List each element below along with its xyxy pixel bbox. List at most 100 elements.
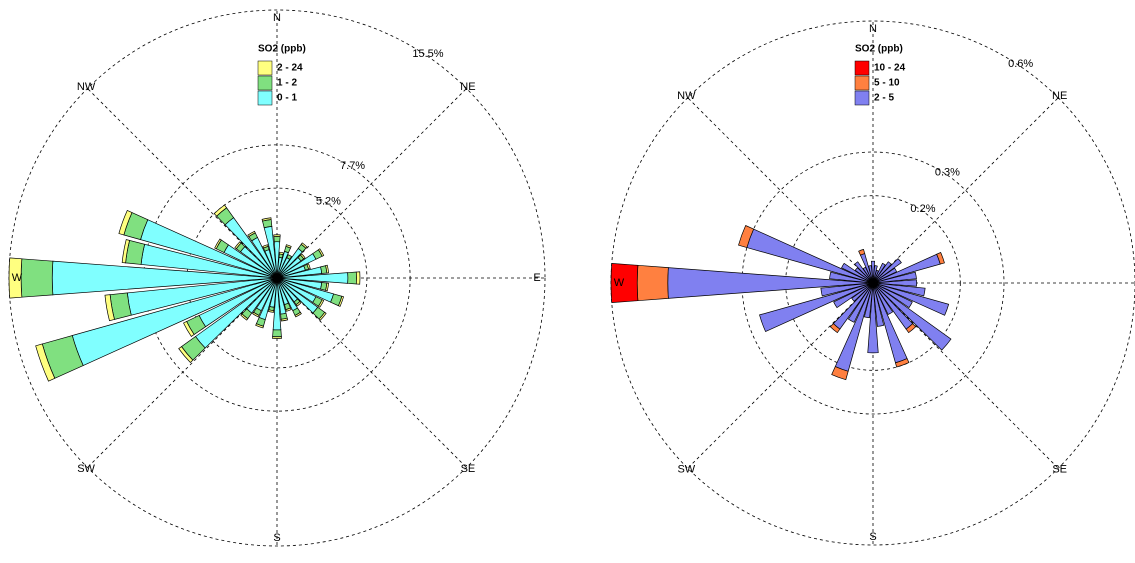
- spoke: [276, 277, 467, 468]
- spoke: [687, 282, 874, 469]
- petal-segment: [872, 258, 902, 284]
- petal-segment: [636, 264, 669, 302]
- petal-segment: [234, 241, 242, 250]
- petal-segment: [738, 225, 755, 248]
- petal-segment: [317, 248, 325, 257]
- petal-segment: [872, 279, 918, 287]
- petal-segment: [829, 323, 841, 334]
- petal-segment: [831, 366, 849, 381]
- wind-rose: 0.2% 0.3% 0.6% N NE SE S SW W NW SO2 (ppb) 10 - 24 5…: [610, 20, 1135, 546]
- petal-segment: [820, 282, 874, 297]
- compass-label: W: [12, 272, 23, 284]
- petal-segment: [868, 265, 874, 284]
- legend-label: 1 - 2: [277, 78, 297, 89]
- petal-segment: [895, 358, 910, 368]
- petal-segment: [872, 271, 917, 284]
- petal-segment: [121, 239, 130, 264]
- legend-swatch: [854, 90, 870, 106]
- compass-label: N: [869, 23, 877, 35]
- petal-segment: [347, 271, 357, 285]
- ring: [785, 195, 961, 371]
- spoke: [872, 282, 1059, 469]
- compass-label: S: [869, 531, 876, 543]
- ring-label: 0.6%: [1008, 58, 1033, 70]
- compass-label: SW: [677, 464, 695, 476]
- petal-segment: [8, 257, 23, 299]
- petal-segment: [35, 343, 56, 382]
- legend-swatch: [257, 75, 273, 91]
- petal-segment: [872, 261, 892, 284]
- petal-segment: [252, 311, 260, 318]
- legend-swatch: [257, 60, 273, 76]
- legend-label: 10 - 24: [874, 63, 906, 74]
- petal-segment: [325, 282, 329, 292]
- petal-segment: [872, 282, 950, 316]
- spoke: [276, 88, 467, 279]
- petal-segment: [261, 217, 272, 222]
- compass-label: SE: [1052, 464, 1067, 476]
- petal-segment: [280, 317, 289, 322]
- petal-segment: [872, 262, 886, 284]
- legend-label: 0 - 1: [277, 93, 297, 104]
- petal-segment: [286, 254, 293, 260]
- legend-title: SO2 (ppb): [258, 44, 306, 55]
- spoke: [687, 97, 874, 284]
- petal-segment: [872, 282, 926, 297]
- petal-segment: [273, 234, 281, 237]
- compass-label: NE: [1052, 90, 1067, 102]
- legend-label: 2 - 24: [277, 63, 303, 74]
- petal-segment: [759, 282, 874, 332]
- compass-label: NW: [677, 90, 696, 102]
- petal-segment: [268, 309, 275, 313]
- petal-segment: [118, 209, 133, 236]
- petal-segment: [858, 248, 866, 256]
- petal-segment: [905, 323, 917, 334]
- compass-label: S: [273, 532, 280, 544]
- petal-segment: [610, 262, 639, 304]
- petal-segment: [841, 262, 874, 284]
- ring-label: 0.2%: [910, 203, 935, 215]
- petal-segment: [273, 236, 281, 243]
- petal-segment: [272, 336, 282, 339]
- petal-segment: [317, 299, 325, 308]
- petal-segment: [240, 313, 249, 321]
- wind-rose: 5.2% 7.7% 15.5% N NE E SE S SW W NW SO2 (ppb) 2 - 24…: [8, 9, 546, 547]
- petal-segment: [285, 244, 292, 249]
- petal-segment: [104, 294, 115, 322]
- legend-swatch: [854, 75, 870, 91]
- petal-segment: [872, 282, 885, 327]
- compass-label: SE: [461, 463, 476, 475]
- petal-segment: [214, 238, 222, 250]
- petal-segment: [833, 282, 874, 309]
- petal-segment: [337, 295, 345, 307]
- petal-segment: [851, 282, 874, 302]
- petal-segment: [294, 311, 302, 318]
- petal-segment: [847, 282, 874, 323]
- petal-segment: [247, 230, 256, 238]
- legend-swatch: [854, 60, 870, 76]
- petal-segment: [318, 311, 327, 321]
- petal-segment: [355, 271, 361, 285]
- legend-swatch: [257, 90, 273, 106]
- petal-segment: [262, 244, 269, 249]
- petal-segment: [255, 323, 264, 329]
- petal-segment: [213, 204, 228, 217]
- petal-segment: [854, 261, 874, 284]
- petal-segment: [872, 282, 952, 351]
- petal-segment: [854, 267, 874, 284]
- petal-segment: [300, 242, 308, 249]
- petal-segment: [272, 329, 282, 338]
- petal-segment: [285, 307, 292, 312]
- petal-segment: [872, 282, 913, 309]
- spoke: [87, 88, 278, 279]
- ring-label: 0.3%: [935, 167, 960, 179]
- petal-segment: [862, 266, 874, 284]
- legend-label: 2 - 5: [874, 93, 894, 104]
- petal-segment: [325, 264, 329, 274]
- ring-label: 15.5%: [412, 48, 443, 60]
- petal-segment: [300, 253, 306, 260]
- spoke: [87, 277, 278, 468]
- petal-segment: [872, 282, 894, 315]
- petal-segment: [872, 267, 898, 284]
